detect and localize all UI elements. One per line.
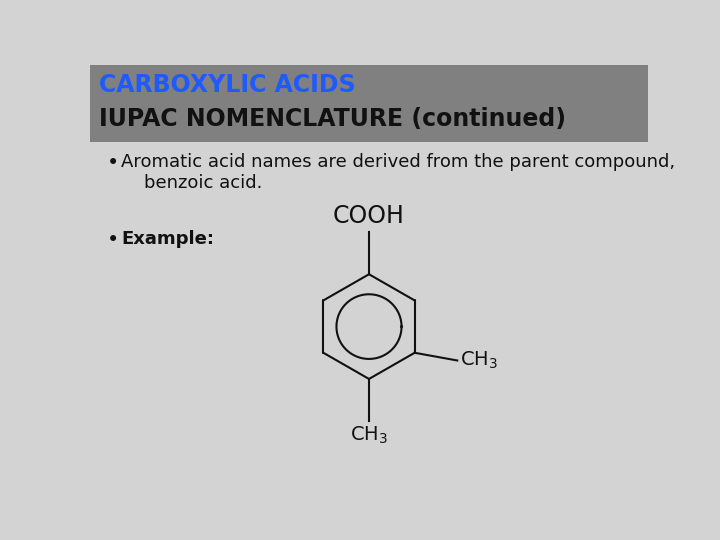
Text: CH$_3$: CH$_3$: [460, 350, 498, 371]
Text: CARBOXYLIC ACIDS: CARBOXYLIC ACIDS: [99, 72, 356, 97]
Text: CH$_3$: CH$_3$: [350, 425, 388, 447]
Text: IUPAC NOMENCLATURE (continued): IUPAC NOMENCLATURE (continued): [99, 107, 567, 131]
FancyBboxPatch shape: [90, 65, 648, 142]
Text: Aromatic acid names are derived from the parent compound,
    benzoic acid.: Aromatic acid names are derived from the…: [121, 153, 675, 192]
Text: •: •: [107, 153, 120, 173]
Text: •: •: [107, 231, 120, 251]
Text: COOH: COOH: [333, 204, 405, 228]
Text: Example:: Example:: [121, 231, 214, 248]
